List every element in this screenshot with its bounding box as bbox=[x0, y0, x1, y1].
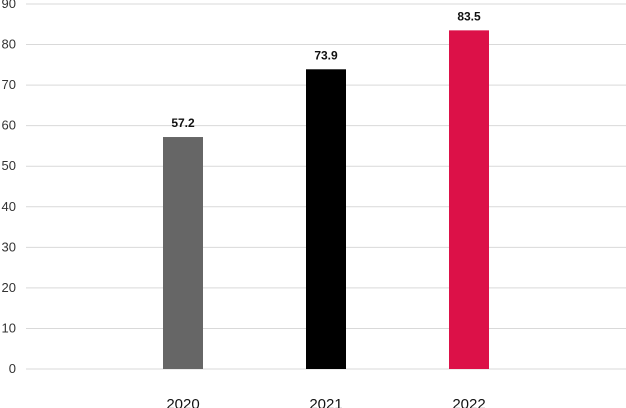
bar-value-labels: 57.2 73.9 83.5 bbox=[171, 9, 481, 130]
category-label-2021: 2021 bbox=[309, 396, 342, 408]
y-tick-label-50: 50 bbox=[2, 158, 16, 173]
y-tick-label-0: 0 bbox=[9, 361, 16, 376]
y-axis-tick-labels: 0 10 20 30 40 50 60 70 80 90 bbox=[2, 0, 16, 376]
y-tick-label-90: 90 bbox=[2, 0, 16, 11]
bar-2020 bbox=[163, 137, 203, 369]
category-label-2020: 2020 bbox=[166, 396, 199, 408]
value-label-2020: 57.2 bbox=[171, 116, 195, 130]
y-tick-label-70: 70 bbox=[2, 77, 16, 92]
value-label-2021: 73.9 bbox=[314, 48, 338, 62]
y-tick-label-30: 30 bbox=[2, 239, 16, 254]
y-tick-label-60: 60 bbox=[2, 118, 16, 133]
y-tick-label-20: 20 bbox=[2, 280, 16, 295]
y-tick-label-10: 10 bbox=[2, 320, 16, 335]
bars bbox=[163, 30, 489, 370]
category-label-2022: 2022 bbox=[452, 396, 485, 408]
bar-2021 bbox=[306, 69, 346, 370]
y-tick-label-40: 40 bbox=[2, 199, 16, 214]
x-axis-category-labels: 2020 2021 2022 bbox=[166, 396, 485, 408]
value-label-2022: 83.5 bbox=[457, 9, 481, 23]
y-tick-label-80: 80 bbox=[2, 37, 16, 52]
bar-2022 bbox=[449, 30, 489, 369]
